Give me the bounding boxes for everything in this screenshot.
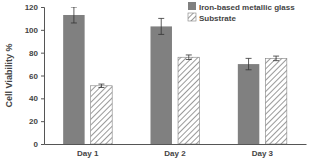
legend: Iron-based metallic glass Substrate <box>188 2 295 23</box>
y-tick-label: 60 <box>29 72 38 81</box>
bar <box>63 15 84 144</box>
y-tick-mark <box>41 53 44 54</box>
error-bar <box>158 18 164 34</box>
legend-label: Iron-based metallic glass <box>199 3 295 12</box>
error-line <box>248 58 249 69</box>
y-tick: 120 <box>25 3 44 12</box>
x-tick-label: Day 3 <box>252 149 274 158</box>
error-cap <box>158 18 164 19</box>
y-tick: 100 <box>25 26 44 35</box>
y-axis-title: Cell Viability % <box>4 44 14 108</box>
y-tick-label: 80 <box>29 49 38 58</box>
x-tick-label: Day 1 <box>77 149 99 158</box>
error-line <box>161 18 162 34</box>
error-bar <box>246 58 252 69</box>
x-axis-line <box>45 144 307 145</box>
y-tick-label: 0 <box>34 140 39 149</box>
legend-swatch <box>188 13 196 21</box>
y-tick: 80 <box>29 49 44 58</box>
legend-item: Iron-based metallic glass <box>188 2 295 12</box>
error-cap <box>273 56 279 57</box>
y-tick-mark <box>41 98 44 99</box>
legend-swatch <box>188 2 196 10</box>
error-bar <box>186 55 192 60</box>
error-cap <box>158 34 164 35</box>
y-tick-label: 20 <box>29 117 38 126</box>
chart: 0 20 40 60 80 100 120 Day 1 Day 2 Day 3 Cell Viabi… <box>0 0 312 168</box>
plot: 0 20 40 60 80 100 120 Day 1 Day 2 Day 3 <box>25 3 307 158</box>
error-line <box>188 55 189 60</box>
error-bar <box>273 56 279 61</box>
bar <box>91 86 112 144</box>
y-axis: 0 20 40 60 80 100 120 <box>25 3 45 149</box>
bar <box>178 57 199 144</box>
error-cap <box>98 84 104 85</box>
y-tick: 20 <box>29 117 44 126</box>
error-cap <box>186 59 192 60</box>
error-cap <box>71 22 77 23</box>
y-tick-mark <box>41 30 44 31</box>
error-line <box>101 84 102 87</box>
legend-item: Substrate <box>188 13 236 23</box>
x-tick: Day 1 <box>77 144 99 158</box>
y-tick-label: 40 <box>29 94 38 103</box>
y-tick: 60 <box>29 72 44 81</box>
x-axis: Day 1 Day 2 Day 3 <box>45 144 307 158</box>
y-tick-label: 100 <box>25 26 39 35</box>
error-bar <box>71 7 77 23</box>
y-tick-mark <box>41 7 44 8</box>
error-cap <box>98 87 104 88</box>
x-tick: Day 2 <box>164 144 186 158</box>
error-bar <box>98 84 104 87</box>
bar <box>238 64 259 144</box>
error-line <box>73 7 74 23</box>
y-axis-line <box>41 8 45 145</box>
bar <box>265 58 286 144</box>
x-tick-label: Day 2 <box>164 149 186 158</box>
y-tick-mark <box>41 144 44 145</box>
legend-label: Substrate <box>199 14 236 23</box>
error-cap <box>71 7 77 8</box>
bars <box>63 7 287 144</box>
error-cap <box>246 58 252 59</box>
y-tick-mark <box>41 121 44 122</box>
bar <box>150 26 171 144</box>
error-cap <box>273 60 279 61</box>
y-tick: 0 <box>34 140 44 149</box>
error-cap <box>246 69 252 70</box>
y-tick: 40 <box>29 94 44 103</box>
y-tick-label: 120 <box>25 3 39 12</box>
y-tick-mark <box>41 76 44 77</box>
x-tick: Day 3 <box>252 144 274 158</box>
error-cap <box>186 54 192 55</box>
error-line <box>276 56 277 61</box>
